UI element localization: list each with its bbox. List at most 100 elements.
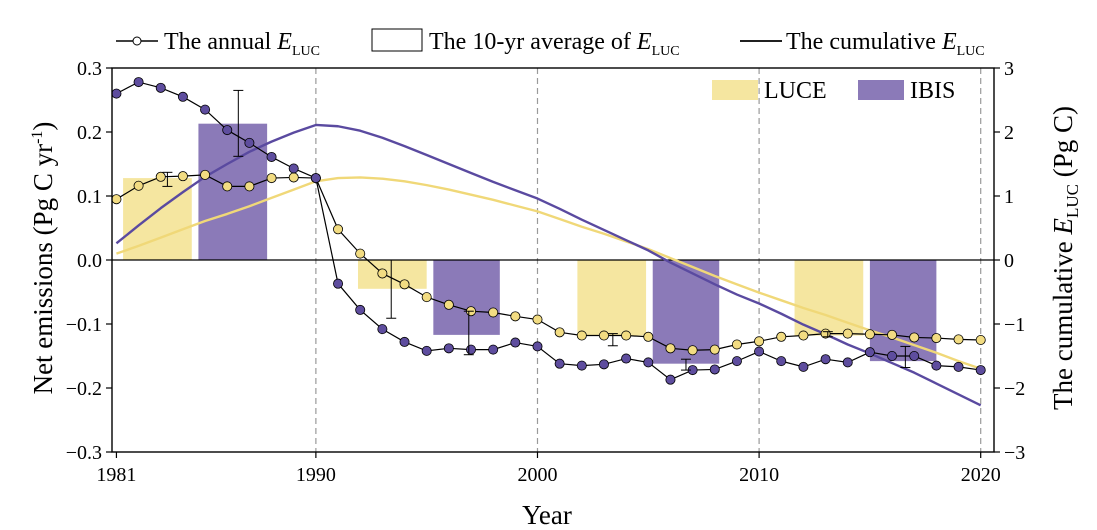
annual-point-luce-2008: [709, 344, 720, 355]
annual-point-ibis-1990: [310, 173, 321, 184]
annual-point-luce-1981: [111, 194, 122, 205]
annual-point-luce-1994: [399, 279, 410, 290]
annual-point-ibis-1983: [155, 82, 166, 93]
annual-point-ibis-1992: [355, 304, 366, 315]
x-axis-title: Year: [522, 500, 572, 530]
annual-point-ibis-1997: [466, 344, 477, 355]
error-bar-ibis-2: [680, 358, 691, 371]
annual-point-luce-2018: [931, 333, 942, 344]
x-tick-label: 1981: [96, 464, 136, 486]
annual-point-ibis-2009: [731, 356, 742, 367]
annual-point-ibis-2015: [864, 347, 875, 358]
annual-point-luce-1988: [266, 173, 277, 184]
y-left-tick-label: 0.1: [77, 186, 102, 208]
annual-point-ibis-2018: [931, 360, 942, 371]
annual-point-luce-2011: [776, 331, 787, 342]
annual-point-ibis-2002: [576, 360, 587, 371]
annual-point-ibis-2020: [975, 365, 986, 376]
annual-point-luce-1986: [222, 181, 233, 192]
error-bar-luce-3: [822, 331, 833, 338]
annual-point-ibis-1985: [200, 104, 211, 115]
annual-point-ibis-2017: [909, 350, 920, 361]
legend-avg-label: The 10-yr average of ELUC: [429, 29, 680, 59]
y-left-tick-label: −0.1: [66, 314, 102, 336]
y-right-tick-label: 3: [1004, 58, 1014, 80]
y-left-tick-label: 0.3: [77, 58, 102, 80]
annual-point-luce-2012: [798, 330, 809, 341]
error-bar-ibis-0: [233, 89, 244, 157]
annual-point-ibis-2014: [842, 357, 853, 368]
annual-point-luce-2017: [909, 332, 920, 343]
annual-point-ibis-1984: [177, 91, 188, 102]
bar-ibis-3: [869, 260, 937, 362]
annual-point-luce-1982: [133, 180, 144, 191]
legend-luce-label: LUCE: [764, 78, 827, 104]
annual-point-luce-1984: [177, 171, 188, 182]
y-right-tick-label: 1: [1004, 186, 1014, 208]
annual-point-ibis-1995: [421, 345, 432, 356]
annual-point-ibis-1999: [510, 337, 521, 348]
annual-point-ibis-1998: [488, 344, 499, 355]
annual-point-ibis-2000: [532, 341, 543, 352]
y-axis-right-title: The cumulative ELUC (Pg C): [1048, 106, 1082, 410]
annual-point-luce-1987: [244, 181, 255, 192]
bar-ibis-2: [652, 260, 720, 364]
annual-point-luce-2014: [842, 328, 853, 339]
y-right-tick-label: −2: [1004, 378, 1025, 400]
annual-line-ibis: [116, 81, 981, 381]
annual-point-luce-1995: [421, 292, 432, 303]
x-tick-label: 2010: [739, 464, 779, 486]
error-bar-luce-0: [162, 171, 173, 187]
annual-point-luce-1993: [377, 268, 388, 279]
annual-point-ibis-2016: [887, 350, 898, 361]
annual-point-luce-2009: [731, 339, 742, 350]
bar-ibis-0: [198, 123, 268, 261]
annual-point-ibis-2005: [643, 357, 654, 368]
bars-layer: [123, 123, 937, 364]
legend-models: LUCE IBIS: [712, 78, 955, 104]
annual-point-luce-1985: [200, 169, 211, 180]
annual-point-ibis-2010: [754, 346, 765, 357]
y-left-tick-label: 0.0: [77, 250, 102, 272]
annual-point-ibis-2008: [709, 364, 720, 375]
x-tick-label: 1990: [296, 464, 336, 486]
annual-point-luce-1983: [155, 171, 166, 182]
annual-point-luce-2005: [643, 331, 654, 342]
y-right-tick-label: 2: [1004, 122, 1014, 144]
y-left-tick-label: 0.2: [77, 122, 102, 144]
legend-ibis-swatch: [858, 80, 904, 100]
annual-point-luce-2004: [621, 330, 632, 341]
annual-point-ibis-1988: [266, 151, 277, 162]
annual-point-luce-2001: [554, 327, 565, 338]
annual-point-ibis-2004: [621, 353, 632, 364]
lines-layer: [111, 77, 994, 407]
annual-point-ibis-2011: [776, 356, 787, 367]
annual-point-ibis-1981: [111, 88, 122, 99]
legend-avg-box: [371, 28, 423, 52]
y-right-tick-label: −3: [1004, 442, 1025, 464]
legend-cum-label: The cumulative ELUC: [786, 29, 985, 59]
y-right-tick-label: −1: [1004, 314, 1025, 336]
cumulative-line-ibis: [115, 123, 982, 407]
error-bar-luce-2: [607, 333, 618, 347]
annual-point-luce-2010: [754, 336, 765, 347]
annual-point-luce-2000: [532, 314, 543, 325]
axes-layer: 0.3 0.2 0.1 0.0 −0.1 −0.2 −0.3 3 2 1 0 −1 −2 −3 1981 19…: [66, 58, 1026, 486]
annual-point-luce-2019: [953, 334, 964, 345]
annual-point-ibis-1987: [244, 137, 255, 148]
y-right-tick-label: 0: [1004, 250, 1014, 272]
annual-point-ibis-2019: [953, 361, 964, 372]
annual-point-ibis-2013: [820, 354, 831, 365]
annual-point-luce-1989: [288, 172, 299, 183]
legend-luce-swatch: [712, 80, 758, 100]
annual-point-ibis-2006: [665, 374, 676, 385]
annual-point-luce-2007: [687, 345, 698, 356]
y-left-tick-label: −0.3: [66, 442, 102, 464]
annual-point-luce-1999: [510, 311, 521, 322]
annual-point-luce-1996: [443, 299, 454, 310]
annual-point-luce-1992: [355, 248, 366, 259]
annual-point-luce-2020: [975, 334, 986, 345]
y-left-tick-label: −0.2: [66, 378, 102, 400]
x-tick-label: 2000: [517, 464, 557, 486]
annual-point-luce-2016: [887, 329, 898, 340]
